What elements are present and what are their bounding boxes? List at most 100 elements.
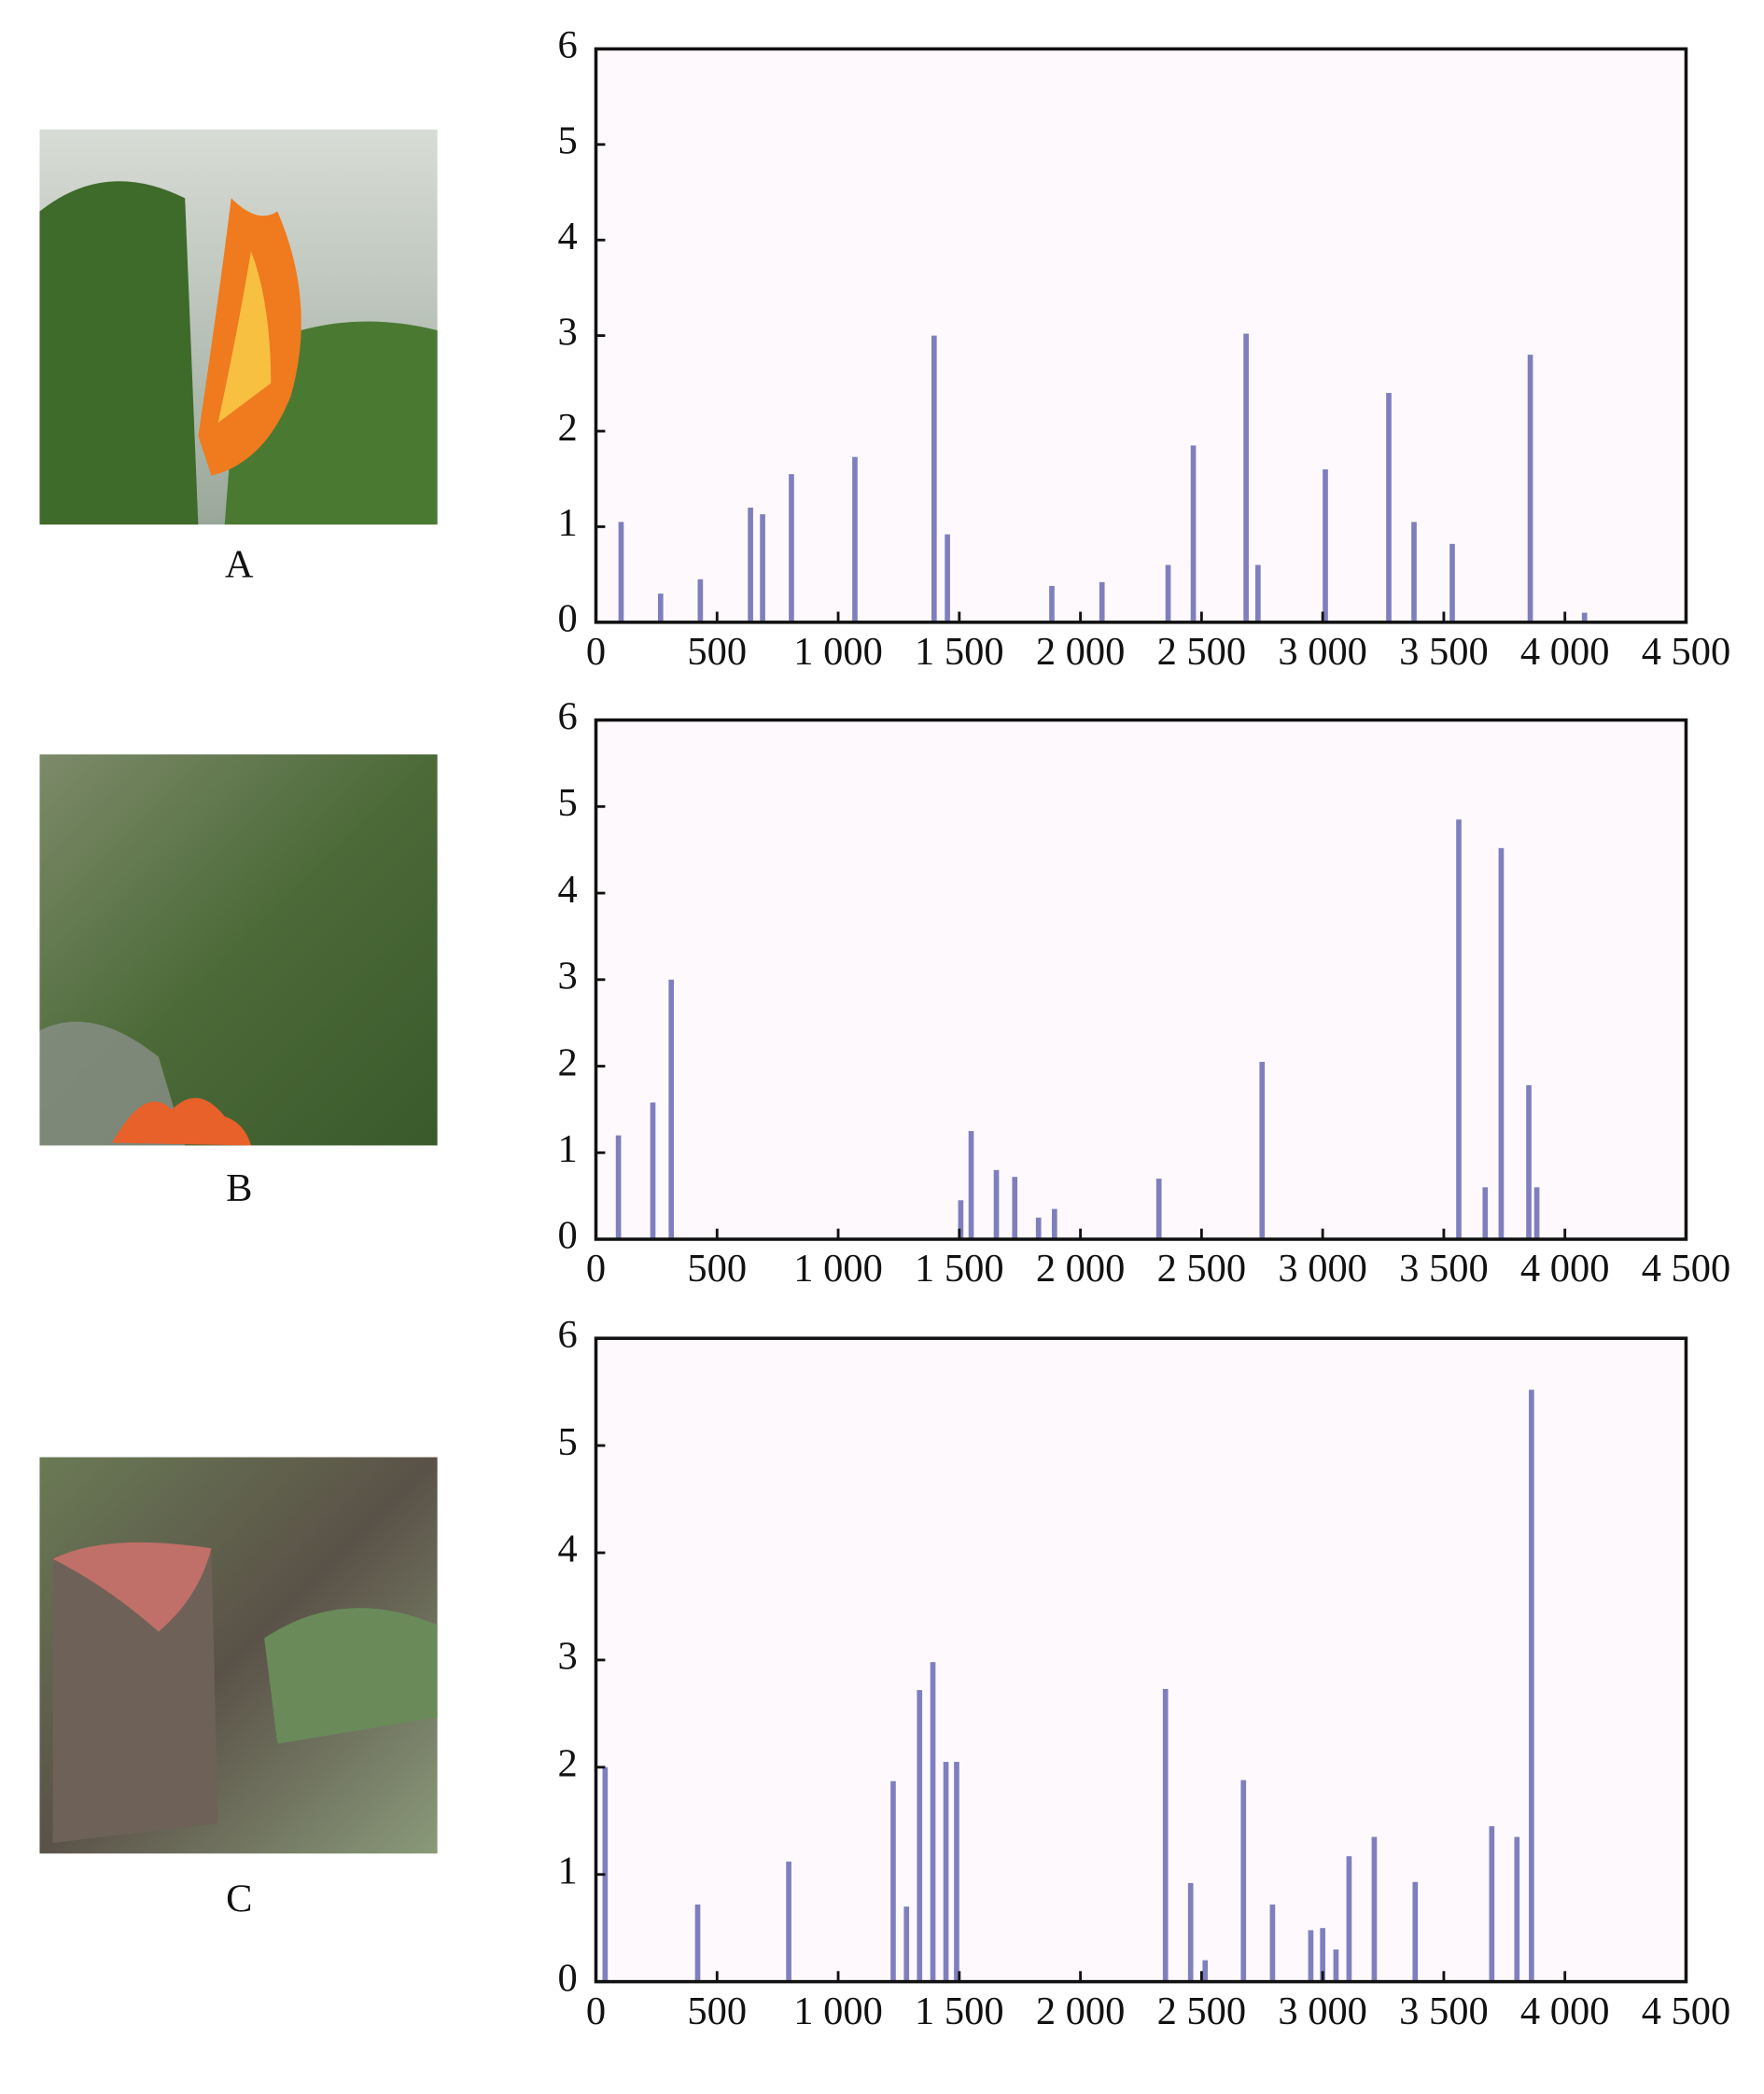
- bar: [1323, 468, 1328, 622]
- x-tick-label: 4 000: [1520, 1247, 1610, 1291]
- x-tick-label: 3 500: [1399, 630, 1489, 674]
- bar: [1165, 565, 1171, 622]
- bar: [1526, 1084, 1532, 1239]
- x-tick-label: 0: [586, 1989, 606, 2033]
- y-tick-label: 2: [557, 1040, 577, 1084]
- bar: [760, 514, 765, 622]
- x-tick-label: 4 500: [1642, 630, 1731, 674]
- y-tick-label: 3: [557, 1635, 577, 1679]
- y-tick-label: 5: [557, 119, 577, 163]
- bar: [1320, 1928, 1325, 1982]
- y-tick-label: 6: [557, 23, 577, 67]
- y-tick-label: 2: [557, 1742, 577, 1786]
- bar: [1412, 1881, 1419, 1982]
- bar: [1308, 1930, 1314, 1982]
- x-tick-label: 500: [687, 1247, 747, 1291]
- bar: [1529, 1389, 1534, 1982]
- x-tick-label: 3 500: [1399, 1989, 1489, 2033]
- bar: [1514, 1836, 1520, 1982]
- bar: [1581, 612, 1588, 622]
- y-tick-label: 1: [557, 501, 577, 545]
- bar: [1162, 1688, 1169, 1982]
- photo-c: [39, 1457, 438, 1854]
- photo-b: [39, 754, 438, 1146]
- bar: [1099, 581, 1105, 622]
- bar: [968, 1131, 974, 1239]
- bar: [697, 579, 704, 622]
- plot-area: [595, 719, 1687, 1239]
- y-tick-label: 1: [557, 1849, 577, 1892]
- photo-a: [39, 129, 438, 525]
- bar: [1411, 522, 1417, 622]
- bar: [1533, 1187, 1540, 1239]
- x-tick-label: 1 500: [915, 1989, 1004, 2033]
- plot-area: [595, 49, 1687, 622]
- x-tick-label: 4 000: [1520, 630, 1610, 674]
- x-tick-label: 0: [586, 1247, 606, 1291]
- bar: [1498, 847, 1505, 1239]
- bar: [1012, 1177, 1018, 1239]
- y-tick-label: 5: [557, 1420, 577, 1464]
- y-tick-label: 3: [557, 955, 577, 998]
- x-tick-label: 1 000: [793, 630, 883, 674]
- panel-label: C: [226, 1877, 252, 1920]
- x-tick-label: 2 500: [1157, 1247, 1247, 1291]
- x-tick-label: 4 500: [1642, 1989, 1731, 2033]
- bar: [1482, 1187, 1489, 1239]
- bar: [1269, 1904, 1276, 1982]
- bar: [1049, 585, 1055, 622]
- panel-label: A: [225, 543, 254, 587]
- x-tick-label: 2 500: [1157, 630, 1247, 674]
- plot-frame: [594, 47, 1688, 624]
- x-tick-label: 3 500: [1399, 1247, 1489, 1291]
- bar: [1035, 1217, 1042, 1239]
- bar: [615, 1135, 622, 1239]
- bar: [917, 1690, 923, 1982]
- x-tick-label: 3 000: [1278, 1989, 1367, 2033]
- plot-frame: [594, 1336, 1688, 1984]
- bar: [786, 1861, 791, 1982]
- bar: [1456, 819, 1462, 1239]
- bar: [945, 534, 950, 622]
- bar: [1333, 1949, 1339, 1982]
- x-tick-label: 1 000: [793, 1989, 883, 2033]
- bar: [694, 1904, 701, 1982]
- bar: [993, 1169, 1000, 1239]
- y-tick-label: 6: [557, 1313, 577, 1357]
- bar: [1190, 445, 1197, 622]
- bar: [930, 1662, 936, 1982]
- x-tick-label: 2 000: [1036, 630, 1126, 674]
- y-tick-label: 4: [557, 215, 577, 258]
- x-tick-label: 500: [687, 1989, 747, 2033]
- plot-frame: [594, 718, 1688, 1241]
- x-tick-label: 1 500: [915, 1247, 1004, 1291]
- bar: [852, 456, 858, 622]
- x-tick-label: 1 500: [915, 630, 1004, 674]
- bar: [789, 474, 794, 622]
- y-tick-label: 1: [557, 1127, 577, 1171]
- x-tick-label: 2 500: [1157, 1989, 1247, 2033]
- panel-label: B: [226, 1166, 252, 1210]
- bar: [903, 1906, 910, 1982]
- bar: [1527, 355, 1533, 622]
- bar: [954, 1762, 959, 1982]
- bar: [1051, 1208, 1057, 1239]
- plot-area: [595, 1338, 1687, 1982]
- bar: [931, 335, 937, 622]
- bar: [1346, 1856, 1352, 1982]
- x-tick-label: 4 000: [1520, 1989, 1610, 2033]
- y-tick-label: 0: [557, 1214, 577, 1258]
- x-tick-label: 2 000: [1036, 1989, 1126, 2033]
- x-tick-label: 4 500: [1642, 1247, 1731, 1291]
- bar: [1255, 565, 1261, 622]
- bar: [668, 979, 675, 1239]
- bar: [618, 522, 624, 622]
- bar: [943, 1762, 949, 1982]
- y-tick-label: 5: [557, 781, 577, 825]
- bar: [1202, 1960, 1209, 1982]
- bar: [1243, 333, 1249, 622]
- bar: [1386, 393, 1392, 622]
- x-tick-label: 500: [687, 630, 747, 674]
- bar: [650, 1102, 656, 1239]
